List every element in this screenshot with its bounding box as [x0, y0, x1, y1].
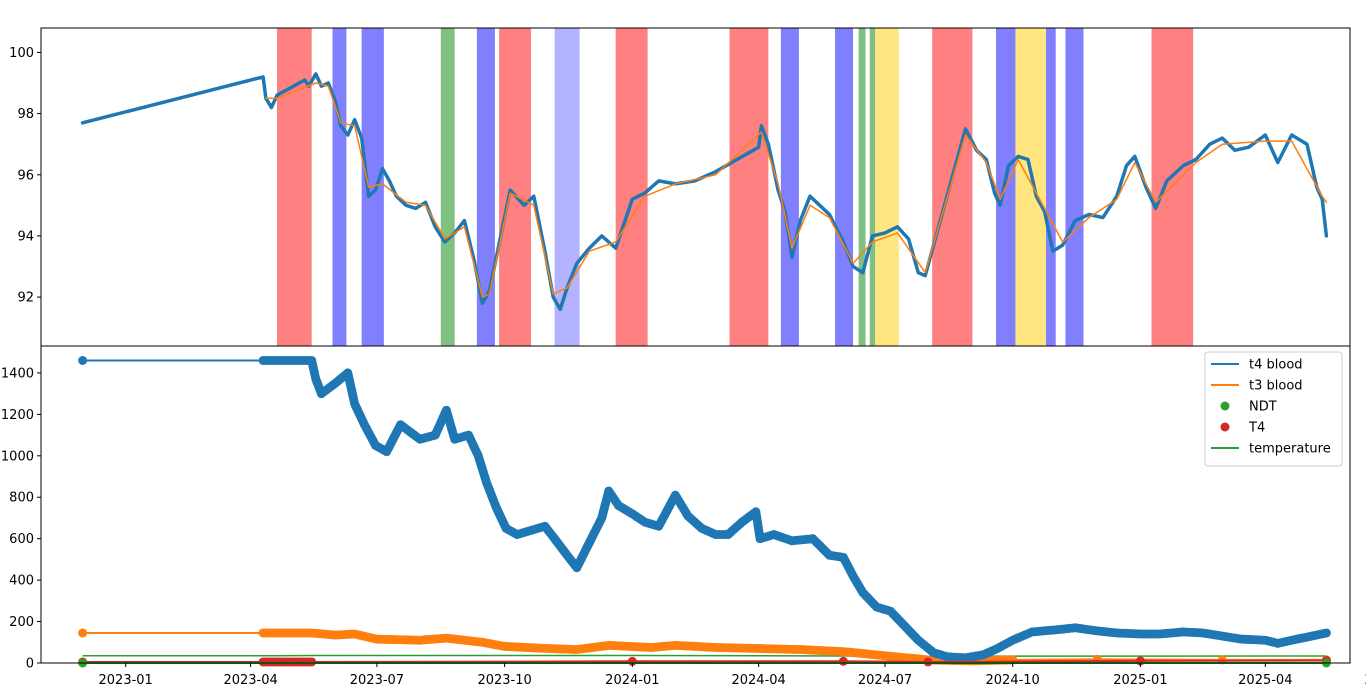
bottom-marker [307, 657, 317, 667]
legend-item-0: t4 blood [1211, 358, 1303, 373]
x-tick-label-6: 2024-07 [858, 673, 912, 688]
span-band-19 [1151, 28, 1194, 346]
bottom-series-0 [78, 356, 1331, 663]
legend-label: T4 [1248, 421, 1265, 436]
legend-item-1: t3 blood [1211, 379, 1303, 394]
bottom-chart-series [78, 356, 1331, 668]
span-band-7 [615, 28, 648, 346]
x-tick-label-5: 2024-04 [731, 673, 785, 688]
top-y-tick-label-1: 94 [17, 229, 34, 244]
bottom-y-tick-label-2: 400 [9, 574, 34, 589]
legend-label: temperature [1249, 442, 1331, 457]
legend-box [1204, 351, 1343, 467]
bottom-series-line-4 [82, 654, 1327, 657]
span-band-3 [440, 28, 455, 346]
x-tick-label-1: 2023-04 [223, 673, 277, 688]
x-tick-label-0: 2023-01 [99, 673, 153, 688]
span-band-18 [1065, 28, 1084, 346]
legend-label: t4 blood [1249, 358, 1303, 373]
x-tick-label-3: 2023-10 [477, 673, 531, 688]
legend-item-4: temperature [1211, 442, 1331, 457]
top-y-tick-label-4: 100 [9, 46, 34, 61]
span-band-4 [476, 28, 495, 346]
x-tick-label-9: 2025-04 [1238, 673, 1292, 688]
top-y-tick-label-3: 98 [17, 107, 34, 122]
span-band-11 [858, 28, 866, 346]
top-y-tick-label-0: 92 [17, 291, 34, 306]
bottom-series-4 [82, 654, 1327, 657]
bottom-series-1 [78, 628, 1331, 666]
legend-label: t3 blood [1249, 379, 1303, 394]
bottom-chart: 0 200 400 600 800 1000 1200 1400 2023-01 2023-04… [1, 345, 1366, 688]
bottom-marker [1321, 628, 1331, 638]
legend: t4 blood t3 blood NDT T4 temperature [1204, 351, 1343, 467]
bottom-chart-x-ticks: 2023-01 2023-04 2023-07 2023-10 2024-01 2024-… [99, 663, 1366, 688]
top-chart-lines [80, 72, 1329, 312]
top-series-line-1 [265, 82, 1328, 298]
span-band-0 [276, 28, 312, 346]
legend-item-3: T4 [1220, 421, 1265, 436]
legend-label: NDT [1249, 400, 1277, 415]
bottom-marker [838, 656, 848, 666]
bottom-marker [923, 657, 933, 667]
span-band-13 [875, 28, 899, 346]
bottom-y-tick-label-0: 0 [26, 657, 34, 672]
bottom-chart-frame [40, 345, 1351, 664]
x-tick-label-10: 2025-07 [1364, 673, 1366, 688]
x-tick-label-8: 2025-01 [1113, 673, 1167, 688]
span-band-8 [729, 28, 769, 346]
span-band-6 [554, 28, 580, 346]
bottom-y-tick-label-3: 600 [9, 532, 34, 547]
span-band-12 [869, 28, 876, 346]
span-band-14 [932, 28, 973, 346]
bottom-y-tick-label-7: 1400 [1, 366, 34, 381]
span-band-16 [1015, 28, 1047, 346]
x-tick-label-7: 2024-10 [986, 673, 1040, 688]
bottom-y-tick-label-1: 200 [9, 615, 34, 630]
x-tick-label-4: 2024-01 [605, 673, 659, 688]
legend-item-2: NDT [1220, 400, 1277, 415]
legend-swatch [1220, 401, 1230, 411]
bottom-y-tick-label-6: 1200 [1, 408, 34, 423]
span-band-10 [835, 28, 854, 346]
top-y-tick-label-2: 96 [17, 168, 34, 183]
span-band-5 [499, 28, 532, 346]
span-band-2 [361, 28, 384, 346]
legend-swatch [1220, 422, 1230, 432]
span-band-1 [332, 28, 347, 346]
bottom-chart-y-ticks: 0 200 400 600 800 1000 1200 1400 [1, 366, 41, 672]
x-tick-label-2: 2023-07 [350, 673, 404, 688]
top-chart: 92 94 96 98 100 [9, 27, 1351, 347]
bottom-y-tick-label-5: 1000 [1, 449, 34, 464]
span-band-9 [780, 28, 799, 346]
top-chart-y-ticks: 92 94 96 98 100 [9, 46, 41, 306]
span-band-17 [1046, 28, 1056, 346]
bottom-marker [78, 356, 88, 366]
bottom-y-tick-label-4: 800 [9, 491, 34, 506]
bottom-marker [78, 628, 88, 638]
